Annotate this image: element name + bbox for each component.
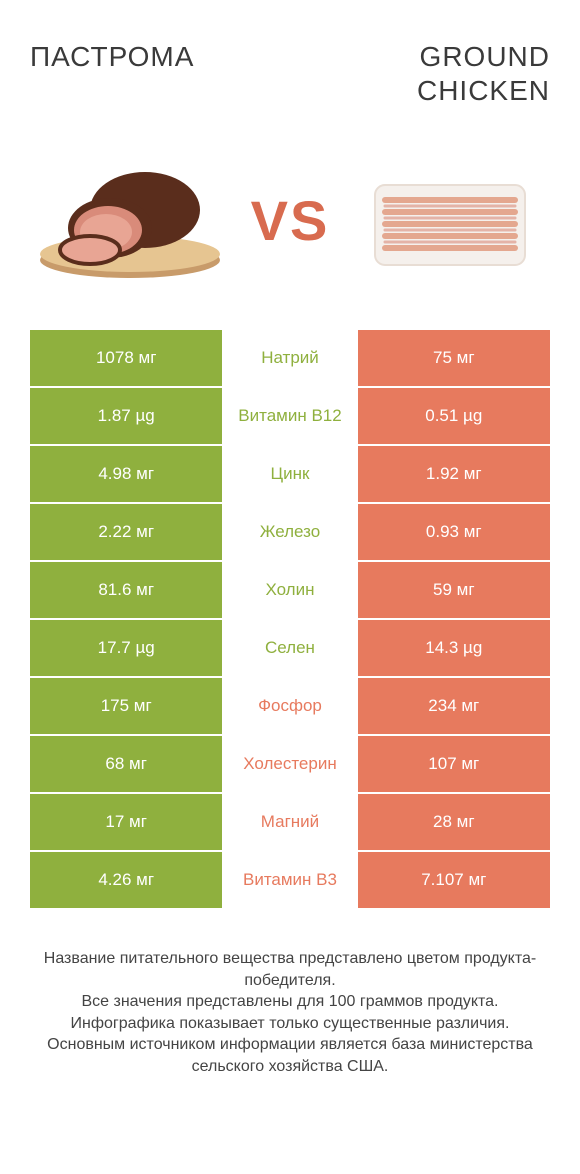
- left-value: 4.26 мг: [30, 852, 222, 908]
- nutrient-row: 175 мгФосфор234 мг: [30, 678, 550, 734]
- nutrient-label: Холин: [222, 562, 357, 618]
- footer-line: Основным источником информации является …: [40, 1034, 540, 1077]
- nutrient-label: Витамин B12: [222, 388, 357, 444]
- nutrient-label: Натрий: [222, 330, 357, 386]
- nutrient-label: Железо: [222, 504, 357, 560]
- left-value: 4.98 мг: [30, 446, 222, 502]
- nutrient-label: Холестерин: [222, 736, 357, 792]
- right-value: 7.107 мг: [358, 852, 550, 908]
- nutrient-row: 81.6 мгХолин59 мг: [30, 562, 550, 618]
- right-value: 28 мг: [358, 794, 550, 850]
- nutrient-label: Селен: [222, 620, 357, 676]
- right-value: 107 мг: [358, 736, 550, 792]
- nutrient-row: 1.87 µgВитамин B120.51 µg: [30, 388, 550, 444]
- footer-line: Название питательного вещества представл…: [40, 948, 540, 991]
- titles-row: ПАСТРОМА GROUND CHICKEN: [30, 40, 550, 120]
- right-value: 1.92 мг: [358, 446, 550, 502]
- left-value: 1078 мг: [30, 330, 222, 386]
- right-value: 75 мг: [358, 330, 550, 386]
- nutrient-table: 1078 мгНатрий75 мг1.87 µgВитамин B120.51…: [30, 330, 550, 908]
- nutrient-label: Витамин B3: [222, 852, 357, 908]
- nutrient-row: 17.7 µgСелен14.3 µg: [30, 620, 550, 676]
- footer-notes: Название питательного вещества представл…: [30, 948, 550, 1078]
- right-value: 0.93 мг: [358, 504, 550, 560]
- left-value: 81.6 мг: [30, 562, 222, 618]
- right-value: 14.3 µg: [358, 620, 550, 676]
- vs-row: VS: [30, 140, 550, 300]
- title-right: GROUND CHICKEN: [316, 40, 550, 107]
- comparison-infographic: ПАСТРОМА GROUND CHICKEN VS: [0, 0, 580, 1174]
- left-value: 17 мг: [30, 794, 222, 850]
- title-left: ПАСТРОМА: [30, 40, 264, 74]
- right-value: 59 мг: [358, 562, 550, 618]
- left-value: 17.7 µg: [30, 620, 222, 676]
- vs-label: VS: [251, 188, 330, 253]
- nutrient-row: 68 мгХолестерин107 мг: [30, 736, 550, 792]
- ground-chicken-image: [350, 150, 550, 290]
- left-value: 2.22 мг: [30, 504, 222, 560]
- nutrient-label: Цинк: [222, 446, 357, 502]
- nutrient-label: Фосфор: [222, 678, 357, 734]
- nutrient-label: Магний: [222, 794, 357, 850]
- nutrient-row: 17 мгМагний28 мг: [30, 794, 550, 850]
- right-value: 234 мг: [358, 678, 550, 734]
- nutrient-row: 4.98 мгЦинк1.92 мг: [30, 446, 550, 502]
- pastrami-image: [30, 150, 230, 290]
- nutrient-row: 4.26 мгВитамин B37.107 мг: [30, 852, 550, 908]
- nutrient-row: 1078 мгНатрий75 мг: [30, 330, 550, 386]
- left-value: 1.87 µg: [30, 388, 222, 444]
- left-value: 175 мг: [30, 678, 222, 734]
- footer-line: Инфографика показывает только существенн…: [40, 1013, 540, 1035]
- footer-line: Все значения представлены для 100 граммо…: [40, 991, 540, 1013]
- nutrient-row: 2.22 мгЖелезо0.93 мг: [30, 504, 550, 560]
- left-value: 68 мг: [30, 736, 222, 792]
- right-value: 0.51 µg: [358, 388, 550, 444]
